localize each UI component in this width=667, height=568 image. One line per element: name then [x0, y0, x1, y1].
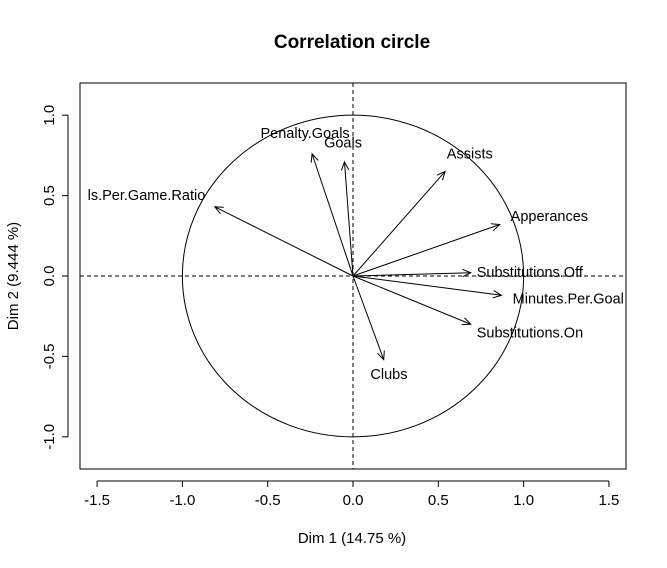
chart-title: Correlation circle — [274, 32, 430, 53]
variable-label: Minutes.Per.Goal — [513, 292, 624, 308]
arrow-head — [213, 206, 224, 215]
x-tick-label: -0.5 — [255, 492, 281, 509]
variable-arrow-ls-per-game-ratio — [213, 206, 354, 277]
y-tick-label: 0.0 — [41, 266, 58, 287]
variable-arrow-clubs — [352, 275, 385, 361]
variable-label: Apperances — [511, 209, 588, 225]
variable-label: Penalty.Goals — [260, 126, 349, 142]
x-axis: -1.5 -1.0 -0.5 0.0 0.5 1.0 1.5 — [84, 480, 620, 509]
arrow-shaft — [343, 161, 354, 277]
variable-label: Assists — [447, 147, 493, 163]
arrow-head — [310, 152, 319, 163]
variable-arrow-substitutions-on — [352, 275, 472, 326]
y-tick-label: 1.0 — [41, 105, 58, 126]
x-tick-label: 0.5 — [428, 492, 449, 509]
y-tick-label: 0.5 — [41, 185, 58, 206]
arrow-shaft — [214, 206, 354, 277]
arrow-head — [492, 290, 503, 299]
arrow-head — [436, 170, 446, 181]
y-axis-label: Dim 2 (9.444 %) — [5, 222, 22, 330]
y-tick-label: -1.0 — [41, 424, 58, 450]
x-tick-label: -1.5 — [84, 492, 110, 509]
variable-label: ls.Per.Game.Ratio — [88, 188, 206, 204]
x-tick-label: 1.5 — [599, 492, 620, 509]
variable-arrow-goals — [340, 160, 354, 277]
arrow-shaft — [352, 224, 500, 277]
arrow-shaft — [311, 153, 354, 277]
variable-arrow-apperances — [352, 223, 501, 277]
arrow-head — [461, 317, 472, 326]
variable-arrows — [213, 152, 503, 361]
y-tick-label: -0.5 — [41, 343, 58, 369]
variable-arrow-minutes-per-goal — [352, 275, 503, 299]
x-tick-label: 0.0 — [343, 492, 364, 509]
arrow-head — [490, 223, 501, 232]
arrow-shaft — [352, 275, 385, 360]
x-axis-label: Dim 1 (14.75 %) — [298, 530, 406, 547]
variable-label: Substitutions.On — [477, 325, 583, 341]
x-tick-label: -1.0 — [169, 492, 195, 509]
arrow-shaft — [352, 171, 446, 277]
x-tick-label: 1.0 — [513, 492, 534, 509]
arrow-head — [340, 160, 350, 171]
arrow-head — [462, 268, 472, 278]
variable-label: Clubs — [370, 367, 407, 383]
arrow-shaft — [352, 275, 502, 296]
variable-label: Goals — [324, 135, 362, 151]
y-axis: -1.0 -0.5 0.0 0.5 1.0 — [41, 105, 69, 450]
variable-arrow-penalty-goals — [310, 152, 354, 277]
variable-label: Substitutions.Off — [477, 265, 584, 281]
arrow-shaft — [352, 275, 471, 325]
variable-arrow-assists — [352, 170, 446, 277]
variable-arrow-substitutions-off — [352, 268, 472, 278]
arrow-shaft — [352, 272, 471, 277]
arrow-head — [377, 350, 385, 361]
